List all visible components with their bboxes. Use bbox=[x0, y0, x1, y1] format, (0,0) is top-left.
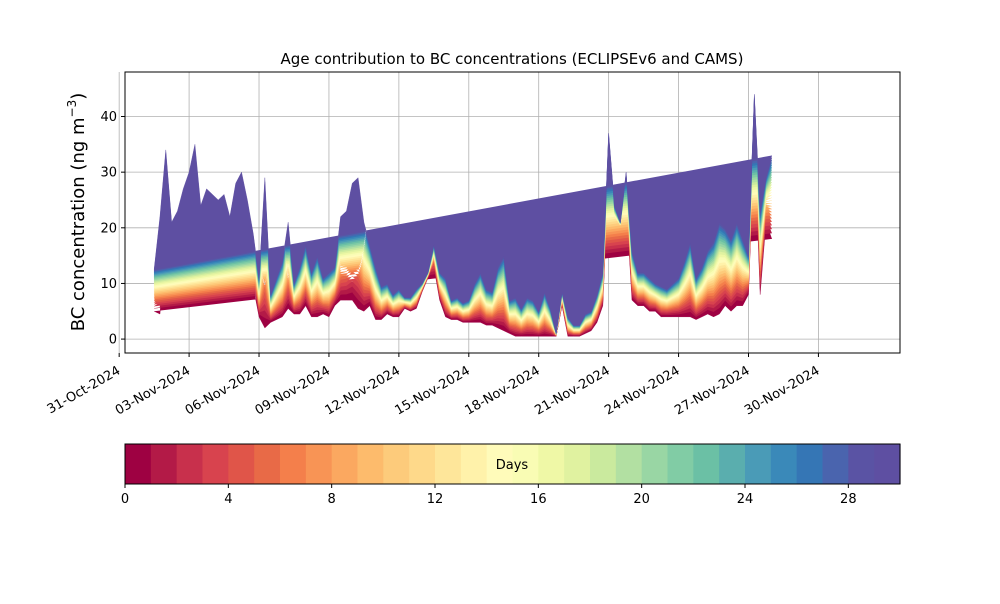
colorbar-tick-label: 12 bbox=[427, 492, 444, 507]
colorbar-tick-label: 8 bbox=[328, 492, 336, 507]
colorbar-swatch bbox=[796, 444, 824, 484]
colorbar-tick-label: 28 bbox=[840, 492, 857, 507]
colorbar-swatch bbox=[667, 444, 694, 484]
colorbar-swatch bbox=[305, 444, 333, 484]
colorbar-swatch bbox=[254, 444, 281, 484]
colorbar-swatch bbox=[770, 444, 798, 484]
colorbar-swatch bbox=[719, 444, 746, 484]
colorbar-swatch bbox=[848, 444, 875, 484]
colorbar-swatch bbox=[512, 444, 539, 484]
colorbar-label: Days bbox=[496, 458, 529, 473]
colorbar-swatch bbox=[435, 444, 462, 484]
x-tick-label: 15-Nov-2024 bbox=[393, 363, 473, 418]
colorbar-swatch bbox=[331, 444, 359, 484]
colorbar-ticks: 0 4 8 12 16 20 24 28 bbox=[121, 484, 857, 507]
x-tick-label: 31-Oct-2024 bbox=[45, 363, 123, 417]
plot-frame bbox=[124, 71, 901, 354]
colorbar-swatch bbox=[280, 444, 307, 484]
y-tick-label: 10 bbox=[100, 277, 117, 292]
colorbar-swatch bbox=[538, 444, 565, 484]
colorbar-swatch bbox=[874, 444, 901, 484]
colorbar-tick-label: 20 bbox=[633, 492, 650, 507]
colorbar-swatch bbox=[357, 444, 384, 484]
colorbar-swatch bbox=[486, 444, 514, 484]
x-tick-label: 30-Nov-2024 bbox=[742, 363, 822, 418]
colorbar-swatch bbox=[564, 444, 591, 484]
colorbar-swatch bbox=[228, 444, 255, 484]
y-tick-label: 20 bbox=[100, 221, 117, 236]
colorbar-swatch bbox=[150, 444, 178, 484]
chart-title: Age contribution to BC concentrations (E… bbox=[281, 50, 744, 68]
colorbar-tick-label: 24 bbox=[737, 492, 754, 507]
colorbar-swatch bbox=[176, 444, 204, 484]
colorbar-frame bbox=[124, 443, 901, 485]
colorbar-swatch bbox=[125, 444, 152, 484]
y-axis-ticks: 0 10 20 30 40 bbox=[100, 110, 125, 348]
x-tick-label: 18-Nov-2024 bbox=[462, 363, 542, 418]
y-tick-label: 40 bbox=[100, 110, 117, 125]
colorbar-tick-label: 0 bbox=[121, 492, 129, 507]
y-tick-label: 30 bbox=[100, 166, 117, 181]
colorbar-swatch bbox=[590, 444, 617, 484]
colorbar-swatch bbox=[693, 444, 720, 484]
colorbar-swatch bbox=[641, 444, 669, 484]
y-axis-label: BC concentration (ng m−3) bbox=[65, 93, 89, 332]
x-tick-label: 21-Nov-2024 bbox=[532, 363, 612, 418]
colorbar-swatch bbox=[202, 444, 229, 484]
colorbar-tick-label: 16 bbox=[530, 492, 547, 507]
stacked-areas bbox=[153, 94, 772, 337]
colorbar-swatch bbox=[822, 444, 849, 484]
colorbar-swatch bbox=[615, 444, 643, 484]
y-axis-label-superscript: −3 bbox=[65, 100, 79, 118]
x-tick-label: 03-Nov-2024 bbox=[113, 363, 193, 418]
x-tick-label: 27-Nov-2024 bbox=[672, 363, 752, 418]
x-tick-label: 12-Nov-2024 bbox=[323, 363, 403, 418]
colorbar-swatch bbox=[460, 444, 488, 484]
colorbar bbox=[125, 444, 901, 484]
y-axis-label-close: ) bbox=[68, 93, 89, 100]
y-axis-label-main: BC concentration (ng m bbox=[68, 117, 89, 331]
x-tick-label: 24-Nov-2024 bbox=[602, 363, 682, 418]
y-tick-label: 0 bbox=[109, 333, 117, 348]
colorbar-swatch bbox=[745, 444, 772, 484]
colorbar-tick-label: 4 bbox=[224, 492, 232, 507]
x-tick-label: 09-Nov-2024 bbox=[253, 363, 333, 418]
x-axis-ticks: 31-Oct-202403-Nov-202406-Nov-202409-Nov-… bbox=[45, 353, 822, 418]
colorbar-swatch bbox=[383, 444, 410, 484]
age-band-29-30-days bbox=[153, 94, 772, 334]
x-tick-label: 06-Nov-2024 bbox=[183, 363, 263, 418]
colorbar-swatch bbox=[409, 444, 436, 484]
